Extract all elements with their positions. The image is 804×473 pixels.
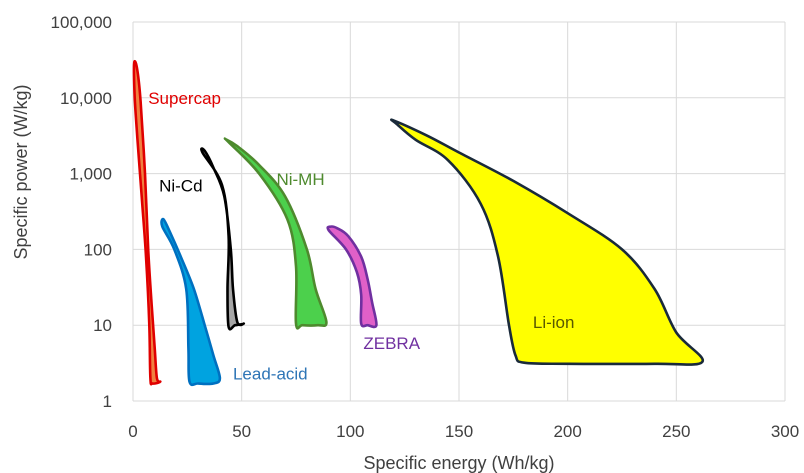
y-tick-label: 100,000 bbox=[51, 13, 112, 32]
x-axis-title: Specific energy (Wh/kg) bbox=[363, 453, 554, 473]
series-labels: Supercap Lead-acid Ni-Cd Ni-MH ZEBRA Li-ion bbox=[148, 89, 574, 384]
x-tick-label: 150 bbox=[445, 422, 473, 441]
y-tick-label: 1,000 bbox=[69, 165, 112, 184]
series-label-lead-acid: Lead-acid bbox=[233, 365, 308, 384]
x-tick-label: 300 bbox=[771, 422, 799, 441]
x-tick-label: 200 bbox=[553, 422, 581, 441]
x-tick-label: 50 bbox=[232, 422, 251, 441]
y-axis-ticks: 1 10 100 1,000 10,000 100,000 bbox=[51, 13, 112, 411]
series-label-ni-cd: Ni-Cd bbox=[159, 176, 202, 195]
series-areas bbox=[132, 59, 704, 387]
x-tick-label: 100 bbox=[336, 422, 364, 441]
y-tick-label: 1 bbox=[103, 392, 112, 411]
series-label-li-ion: Li-ion bbox=[533, 313, 575, 332]
x-tick-label: 0 bbox=[128, 422, 137, 441]
series-area-ni-mh bbox=[223, 137, 328, 330]
x-axis-ticks: 0 50 100 150 200 250 300 bbox=[128, 422, 799, 441]
x-tick-label: 250 bbox=[662, 422, 690, 441]
series-label-zebra: ZEBRA bbox=[363, 334, 420, 353]
gridlines bbox=[132, 21, 786, 402]
series-area-ni-cd bbox=[200, 147, 246, 331]
series-area-supercap bbox=[132, 59, 162, 386]
series-label-ni-mh: Ni-MH bbox=[276, 170, 324, 189]
y-tick-label: 10,000 bbox=[60, 89, 112, 108]
series-area-zebra bbox=[326, 225, 378, 329]
y-tick-label: 10 bbox=[93, 316, 112, 335]
series-area-lead-acid bbox=[160, 217, 222, 387]
y-axis-title: Specific power (W/kg) bbox=[11, 84, 31, 259]
series-label-supercap: Supercap bbox=[148, 89, 221, 108]
y-tick-label: 100 bbox=[84, 240, 112, 259]
series-area-li-ion bbox=[390, 118, 704, 366]
